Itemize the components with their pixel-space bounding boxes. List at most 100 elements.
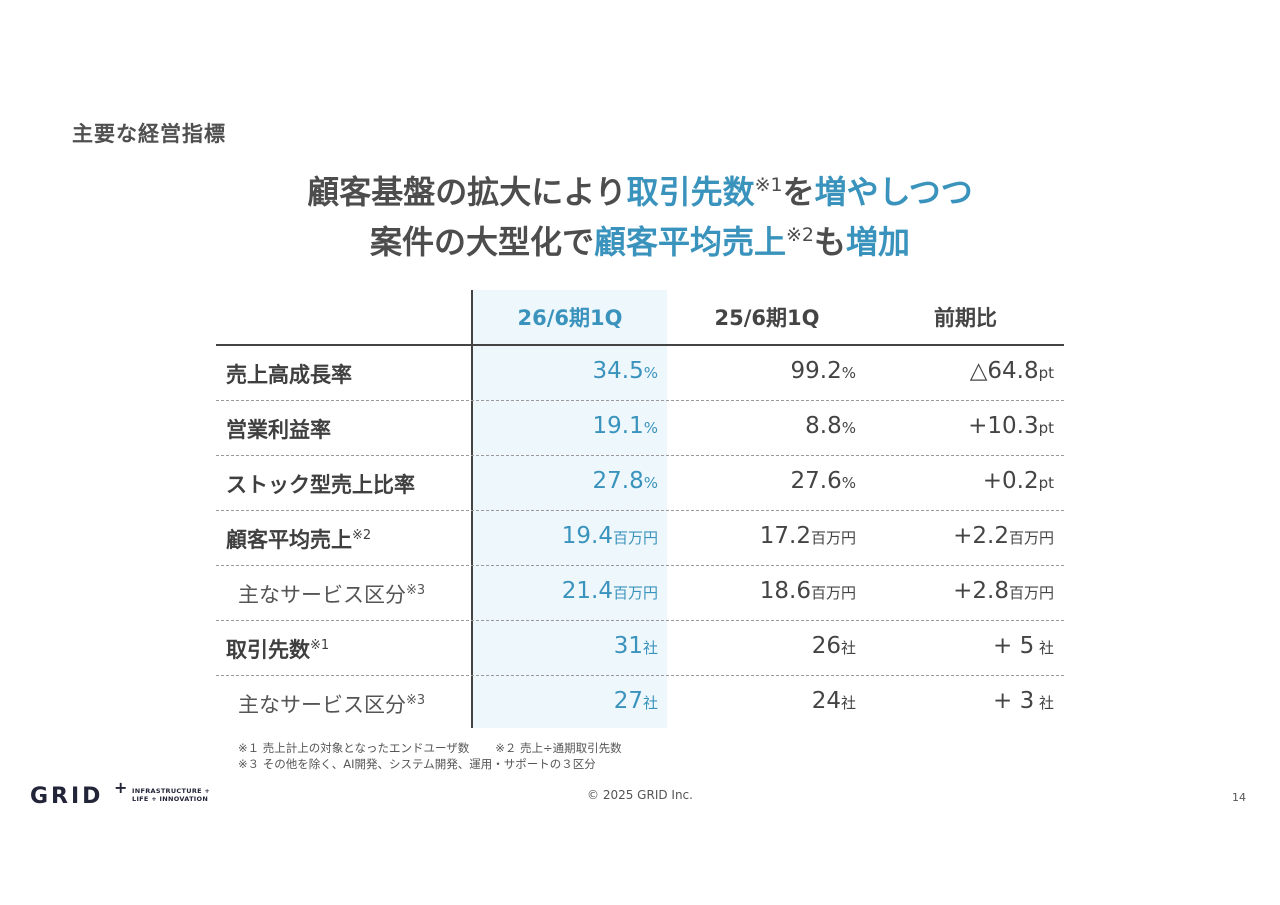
value-previous-unit: 社 bbox=[840, 694, 856, 712]
value-current-unit: % bbox=[643, 364, 658, 382]
headline-2-highlight-a: 顧客平均売上 bbox=[593, 223, 786, 261]
value-change: +2.2百万円 bbox=[953, 523, 1054, 549]
value-current-number: 34.5 bbox=[592, 358, 644, 384]
headline-line-2: 案件の大型化で顧客平均売上※2も増加 bbox=[0, 220, 1280, 264]
copyright: © 2025 GRID Inc. bbox=[587, 788, 693, 802]
value-current-number: 19.1 bbox=[592, 413, 644, 439]
logo-plus: + bbox=[114, 778, 128, 797]
value-change-unit: 百万円 bbox=[1008, 584, 1054, 602]
value-change-number: +2.2 bbox=[953, 523, 1009, 549]
value-current-unit: 社 bbox=[642, 694, 658, 712]
value-previous: 17.2百万円 bbox=[760, 523, 856, 549]
headline-2-text-a: 案件の大型化で bbox=[369, 223, 594, 261]
value-previous: 24社 bbox=[812, 688, 856, 714]
footnote-line-1: ※１ 売上計上の対象となったエンドユーザ数 ※２ 売上÷通期取引先数 bbox=[238, 740, 622, 756]
row-label-text: 営業利益率 bbox=[226, 418, 331, 442]
logo-wordmark: GRID bbox=[30, 784, 104, 809]
row-label: 売上高成長率 bbox=[226, 359, 352, 389]
value-previous: 99.2% bbox=[791, 358, 856, 384]
value-previous-number: 26 bbox=[811, 633, 841, 659]
header-previous-period: 25/6期1Q bbox=[714, 306, 820, 330]
row-label-text: 売上高成長率 bbox=[226, 363, 352, 387]
table-divider bbox=[471, 290, 473, 728]
row-label-note: ※3 bbox=[406, 583, 426, 598]
header-current-period: 26/6期1Q bbox=[517, 306, 623, 330]
value-previous-unit: % bbox=[841, 419, 856, 437]
value-change-unit: pt bbox=[1038, 364, 1054, 382]
value-change-number: △64.8 bbox=[969, 358, 1039, 384]
value-current-number: 31 bbox=[613, 633, 643, 659]
headline-1-note: ※1 bbox=[754, 174, 783, 196]
value-change-unit: 社 bbox=[1034, 694, 1054, 712]
value-previous: 18.6百万円 bbox=[760, 578, 856, 604]
value-change-unit: 社 bbox=[1034, 639, 1054, 657]
headline-1-highlight-b: 増やしつつ bbox=[814, 173, 973, 211]
value-current-unit: % bbox=[643, 419, 658, 437]
value-current-unit: 百万円 bbox=[612, 529, 658, 547]
logo-tagline-2: LIFE + INNOVATION bbox=[132, 795, 209, 803]
value-current-number: 27.8 bbox=[592, 468, 644, 494]
value-change-number: +0.2 bbox=[982, 468, 1039, 494]
value-previous-number: 24 bbox=[811, 688, 841, 714]
value-change-unit: 百万円 bbox=[1008, 529, 1054, 547]
row-number-of-clients: 取引先数※1 31社 26社 + 5 社 bbox=[216, 621, 1064, 676]
value-change: + 5 社 bbox=[993, 633, 1054, 659]
value-current: 27社 bbox=[614, 688, 658, 714]
value-current: 21.4百万円 bbox=[562, 578, 658, 604]
row-label-text: 顧客平均売上 bbox=[226, 528, 352, 552]
page-number: 14 bbox=[1232, 791, 1246, 804]
value-previous: 26社 bbox=[812, 633, 856, 659]
headline-2-highlight-b: 増加 bbox=[846, 223, 911, 261]
row-avg-sales-per-customer: 顧客平均売上※2 19.4百万円 17.2百万円 +2.2百万円 bbox=[216, 511, 1064, 566]
footnote-1: ※１ 売上計上の対象となったエンドユーザ数 bbox=[238, 741, 470, 755]
footnote-2: ※２ 売上÷通期取引先数 bbox=[495, 741, 622, 755]
value-previous-number: 17.2 bbox=[759, 523, 811, 549]
value-current-number: 27 bbox=[613, 688, 643, 714]
value-change-number: + 5 bbox=[993, 633, 1035, 659]
value-previous-unit: 社 bbox=[840, 639, 856, 657]
row-label-text: 主なサービス区分 bbox=[238, 583, 406, 607]
value-change-number: +10.3 bbox=[968, 413, 1039, 439]
value-previous-unit: 百万円 bbox=[810, 584, 856, 602]
value-previous-unit: % bbox=[841, 474, 856, 492]
value-current: 19.1% bbox=[593, 413, 658, 439]
row-clients-main-services: 主なサービス区分※3 27社 24社 + 3 社 bbox=[216, 676, 1064, 730]
value-current-number: 19.4 bbox=[561, 523, 613, 549]
value-previous-unit: % bbox=[841, 364, 856, 382]
value-previous-number: 27.6 bbox=[790, 468, 842, 494]
headline-1-highlight-a: 取引先数 bbox=[626, 173, 755, 211]
row-operating-margin: 営業利益率 19.1% 8.8% +10.3pt bbox=[216, 401, 1064, 456]
value-current: 27.8% bbox=[593, 468, 658, 494]
value-previous-unit: 百万円 bbox=[810, 529, 856, 547]
value-change-number: + 3 bbox=[993, 688, 1035, 714]
value-previous: 27.6% bbox=[791, 468, 856, 494]
row-label-note: ※2 bbox=[352, 528, 372, 543]
current-period-highlight bbox=[473, 290, 667, 728]
value-change-unit: pt bbox=[1038, 419, 1054, 437]
row-label-note: ※1 bbox=[310, 638, 330, 653]
logo-tagline: INFRASTRUCTURE + LIFE + INNOVATION bbox=[132, 787, 252, 803]
value-change: +0.2pt bbox=[983, 468, 1054, 494]
value-change: + 3 社 bbox=[993, 688, 1054, 714]
value-change-unit: pt bbox=[1038, 474, 1054, 492]
value-previous-number: 18.6 bbox=[759, 578, 811, 604]
logo-tagline-1: INFRASTRUCTURE + bbox=[132, 787, 211, 795]
row-label-text: 主なサービス区分 bbox=[238, 693, 406, 717]
footnote-3: ※３ その他を除く、AI開発、システム開発、運用・サポートの３区分 bbox=[238, 757, 596, 771]
row-label: 取引先数※1 bbox=[226, 634, 329, 664]
row-sales-growth-rate: 売上高成長率 34.5% 99.2% △64.8pt bbox=[216, 346, 1064, 401]
row-label: ストック型売上比率 bbox=[226, 469, 415, 499]
row-label: 顧客平均売上※2 bbox=[226, 524, 371, 554]
headline-line-1: 顧客基盤の拡大により取引先数※1を増やしつつ bbox=[0, 170, 1280, 214]
row-stock-sales-ratio: ストック型売上比率 27.8% 27.6% +0.2pt bbox=[216, 456, 1064, 511]
value-change-number: +2.8 bbox=[953, 578, 1009, 604]
value-change: +10.3pt bbox=[968, 413, 1054, 439]
value-current-unit: % bbox=[643, 474, 658, 492]
kpi-table: 26/6期1Q 25/6期1Q 前期比 売上高成長率 34.5% 99.2% △… bbox=[216, 290, 1064, 730]
value-previous-number: 8.8 bbox=[805, 413, 842, 439]
row-label-text: ストック型売上比率 bbox=[226, 473, 415, 497]
table-header: 26/6期1Q 25/6期1Q 前期比 bbox=[216, 290, 1064, 346]
headline-1-text-a: 顧客基盤の拡大により bbox=[307, 173, 627, 211]
value-current: 34.5% bbox=[593, 358, 658, 384]
headline-2-text-b: も bbox=[814, 223, 847, 261]
